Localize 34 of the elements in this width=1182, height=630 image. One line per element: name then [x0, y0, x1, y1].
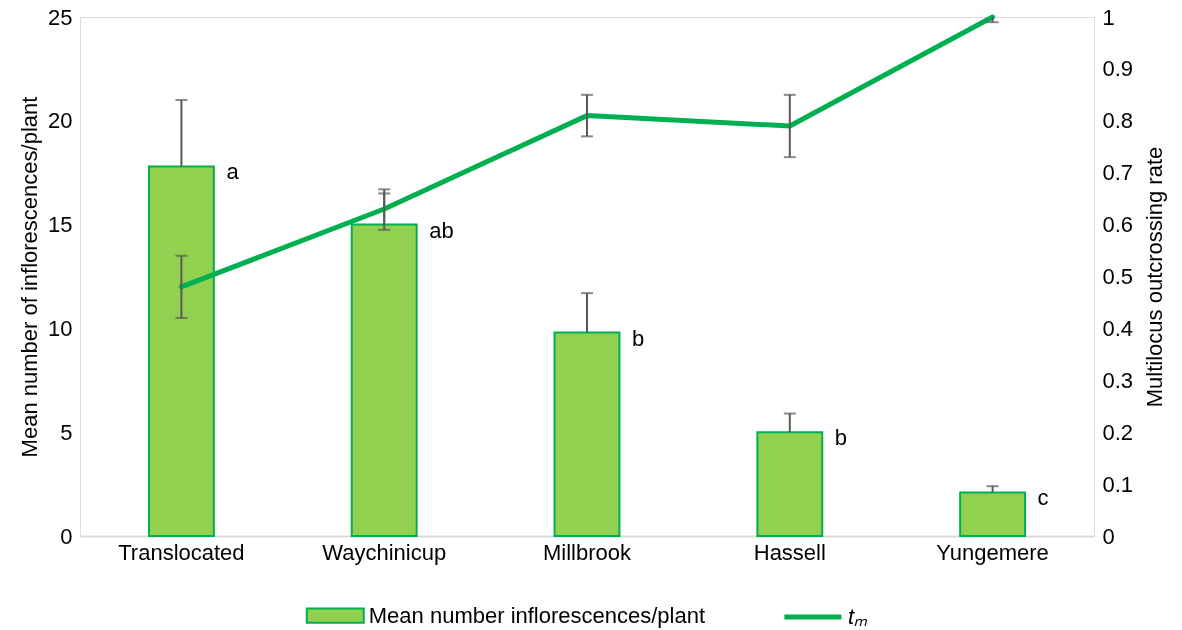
x-tick-label: Yungemere — [936, 539, 1049, 565]
bar — [756, 431, 824, 537]
y2-tick-label: 0.5 — [1102, 264, 1134, 289]
y-tick-label: 20 — [48, 108, 73, 134]
bar — [553, 331, 621, 537]
bar — [959, 491, 1027, 537]
y2-tick-label: 0.8 — [1102, 108, 1134, 134]
y2-tick-label: 0.6 — [1102, 212, 1134, 238]
y2-tick-label: 0.1 — [1102, 471, 1134, 497]
annotation: b — [834, 425, 848, 451]
x-tick-label: Millbrook — [542, 539, 633, 565]
annotation: b — [632, 325, 645, 351]
x-tick-label: Waychinicup — [322, 539, 447, 565]
y2-axis-title: Multilocus outcrossing rate — [1142, 146, 1168, 408]
y2-tick-label: 0.2 — [1102, 419, 1134, 445]
y-tick-label: 25 — [48, 4, 73, 30]
legend-label: Mean number inflorescences/plant — [368, 602, 706, 628]
y-tick-label: 0 — [60, 523, 73, 549]
y2-tick-label: 0.9 — [1102, 56, 1134, 82]
legend-label: tₘ — [847, 604, 869, 629]
y-tick-label: 10 — [48, 315, 73, 341]
y-axis-title: Mean number of inflorescences/plant — [17, 96, 43, 458]
annotation: a — [226, 159, 240, 185]
x-tick-label: Hassell — [753, 539, 826, 565]
y-tick-label: 15 — [48, 212, 73, 238]
y2-tick-label: 1 — [1102, 4, 1115, 30]
y2-tick-label: 0.4 — [1102, 315, 1134, 341]
x-tick-label: Translocated — [118, 539, 245, 565]
y-tick-label: 5 — [60, 419, 73, 445]
annotation: ab — [429, 217, 454, 243]
y2-tick-label: 0 — [1102, 523, 1115, 549]
annotation: c — [1037, 485, 1049, 511]
y2-tick-label: 0.3 — [1102, 367, 1134, 393]
y2-tick-label: 0.7 — [1102, 160, 1134, 186]
